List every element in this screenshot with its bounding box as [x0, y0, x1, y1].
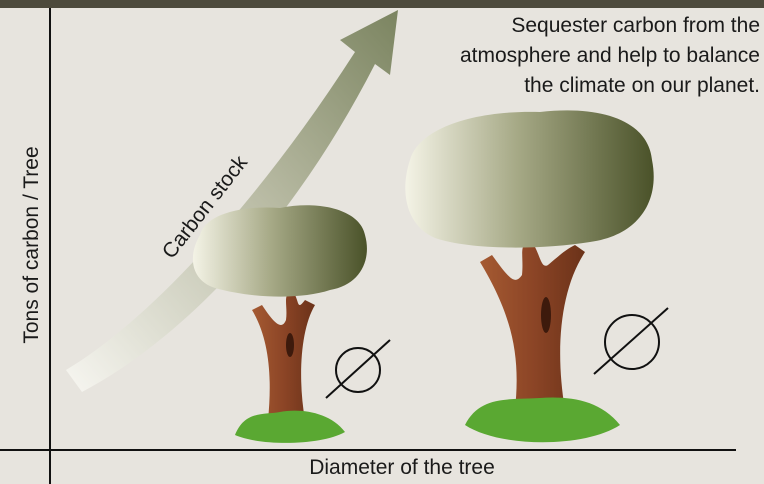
caption-line: atmosphere and help to balance — [460, 44, 760, 67]
page: {"caption": {"lines": ["Sequester carbon… — [0, 0, 764, 484]
x-axis-label: Diameter of the tree — [309, 456, 495, 479]
top-strip — [0, 0, 764, 8]
caption-line: the climate on our planet. — [524, 74, 760, 97]
caption-line: Sequester carbon from the — [511, 14, 760, 37]
y-axis-label: Tons of carbon / Tree — [20, 146, 43, 343]
background — [0, 0, 764, 484]
diagram: Sequester carbon from the atmosphere and… — [0, 0, 764, 484]
